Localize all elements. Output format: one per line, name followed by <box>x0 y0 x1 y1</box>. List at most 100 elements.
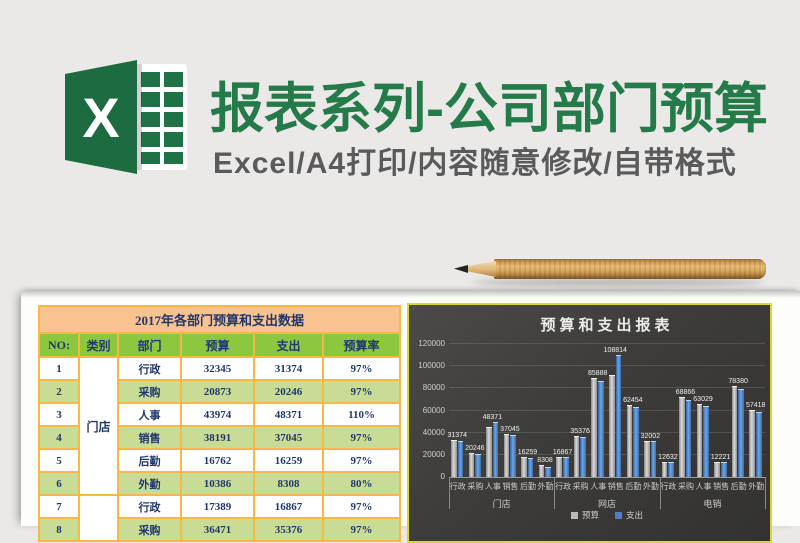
chart-legend: 预算 支出 <box>449 509 765 521</box>
dept-tick-label: 人事 <box>695 482 712 491</box>
group-separator <box>659 477 661 509</box>
cell-spend: 37045 <box>253 425 324 450</box>
group-label: 网店 <box>597 499 617 509</box>
spend-bar <box>475 453 481 477</box>
cell-dept: 行政 <box>117 494 182 519</box>
spend-bar <box>457 441 464 477</box>
bar-value-label: 20246 <box>465 444 485 452</box>
table-row: 4 销售 38191 37045 97% <box>38 425 402 450</box>
cell-no: 5 <box>38 448 80 473</box>
y-tick-label: 60000 <box>422 405 445 415</box>
cell-no: 1 <box>38 356 80 381</box>
budget-bar <box>556 456 562 477</box>
cell-spend: 48371 <box>253 402 324 427</box>
dept-tick-label: 外勤 <box>642 482 659 491</box>
cell-spend: 20246 <box>253 379 324 404</box>
spend-bar <box>527 457 534 477</box>
y-tick-label: 80000 <box>422 383 445 393</box>
cell-rate: 97% <box>321 494 402 519</box>
table-row: 5 后勤 16762 16259 97% <box>38 448 402 473</box>
y-tick-label: 0 <box>440 472 445 481</box>
y-tick-label: 120000 <box>418 339 445 348</box>
group-separator <box>449 477 450 509</box>
pencil-shadow <box>472 279 764 286</box>
cell-rate: 97% <box>321 448 402 473</box>
cell-rate: 97% <box>321 517 402 542</box>
dept-tick-label: 行政 <box>660 482 677 491</box>
dept-tick-label: 后勤 <box>520 482 536 491</box>
cell-budget: 20873 <box>180 379 255 404</box>
group-label: 电销 <box>703 499 722 509</box>
cell-budget: 32345 <box>180 356 255 381</box>
cell-budget: 43974 <box>180 402 255 427</box>
col-budget: 预算 <box>180 332 255 358</box>
cell-spend: 31374 <box>253 356 324 381</box>
cell-budget: 10386 <box>180 471 255 496</box>
logo-letter: X <box>82 86 119 149</box>
bar-value-label: 31374 <box>447 432 467 440</box>
y-tick-label: 20000 <box>422 449 445 459</box>
group-separator <box>554 477 556 509</box>
dept-tick-label: 采购 <box>572 482 589 491</box>
gridline <box>449 431 765 433</box>
bar-value-label: 62454 <box>623 396 643 404</box>
gridline <box>449 453 765 455</box>
cell-dept: 外勤 <box>117 471 182 496</box>
col-rate: 预算率 <box>321 332 402 358</box>
spend-bar <box>510 434 516 477</box>
bar-value-label: 35376 <box>570 427 590 435</box>
legend-swatch <box>615 511 622 519</box>
bar-value-label: 63029 <box>693 395 713 403</box>
sheet-preview: 2017年各部门预算和支出数据 NO: 类别 部门 预算 支出 预算率 1 门店… <box>21 291 800 543</box>
spend-bar <box>633 406 639 477</box>
spend-bar <box>738 389 745 477</box>
budget-bar <box>626 404 633 477</box>
spend-bar <box>685 399 692 477</box>
budget-bar <box>644 441 650 477</box>
chart-plot: 31374 20246 48371 37045 16259 8308 16867 35376 8… <box>447 343 765 478</box>
budget-bar <box>521 457 527 477</box>
spend-bar <box>562 457 569 477</box>
bar-value-label: 12221 <box>710 454 731 462</box>
col-category: 类别 <box>78 332 119 358</box>
cell-spend: 16867 <box>253 494 324 519</box>
bar-value-label: 12632 <box>658 453 678 461</box>
legend-label: 支出 <box>626 510 644 520</box>
dept-tick-label: 外勤 <box>748 482 765 491</box>
table-header-row: NO: 类别 部门 预算 支出 预算率 <box>38 332 402 358</box>
budget-bar <box>749 410 756 477</box>
cell-category: 门店 <box>78 356 119 496</box>
cell-dept: 采购 <box>117 517 182 542</box>
cell-dept: 人事 <box>117 402 182 427</box>
legend-item: 预算 <box>570 509 599 521</box>
spend-bar <box>545 466 551 477</box>
gridline <box>449 343 765 344</box>
cell-dept: 后勤 <box>117 448 182 473</box>
cell-dept: 采购 <box>117 379 182 404</box>
bar-value-label: 16867 <box>552 448 573 456</box>
bar-value-label: 108814 <box>603 347 627 355</box>
budget-bar <box>609 374 615 477</box>
bar-value-label: 16259 <box>517 449 538 457</box>
legend-item: 支出 <box>615 509 643 521</box>
cell-no: 7 <box>38 494 80 519</box>
chart-title: 预算和支出报表 <box>540 318 674 334</box>
cell-rate: 97% <box>321 379 402 404</box>
gridline <box>449 387 765 389</box>
table-row: 1 门店 行政 32345 31374 97% <box>38 356 402 496</box>
table-row: 6 外勤 10386 8308 80% <box>38 471 402 496</box>
budget-bar <box>468 452 475 477</box>
col-spend: 支出 <box>253 332 324 358</box>
cell-spend: 16259 <box>253 448 324 473</box>
budget-table: 2017年各部门预算和支出数据 NO: 类别 部门 预算 支出 预算率 1 门店… <box>37 305 402 542</box>
dept-tick-label: 后勤 <box>625 482 642 491</box>
cell-no: 4 <box>38 425 80 450</box>
spend-bar <box>580 436 587 477</box>
cell-dept: 销售 <box>117 425 182 450</box>
spend-bar <box>598 380 604 477</box>
bar-value-label: 48371 <box>482 414 503 422</box>
banner-subtitle: Excel/A4打印/内容随意修改/自带格式 <box>213 147 737 180</box>
budget-chart: 预算和支出报表 31374 20246 48371 37045 16259 8308 168… <box>407 303 772 543</box>
y-tick-label: 40000 <box>422 427 445 437</box>
cell-spend: 8308 <box>253 471 324 496</box>
